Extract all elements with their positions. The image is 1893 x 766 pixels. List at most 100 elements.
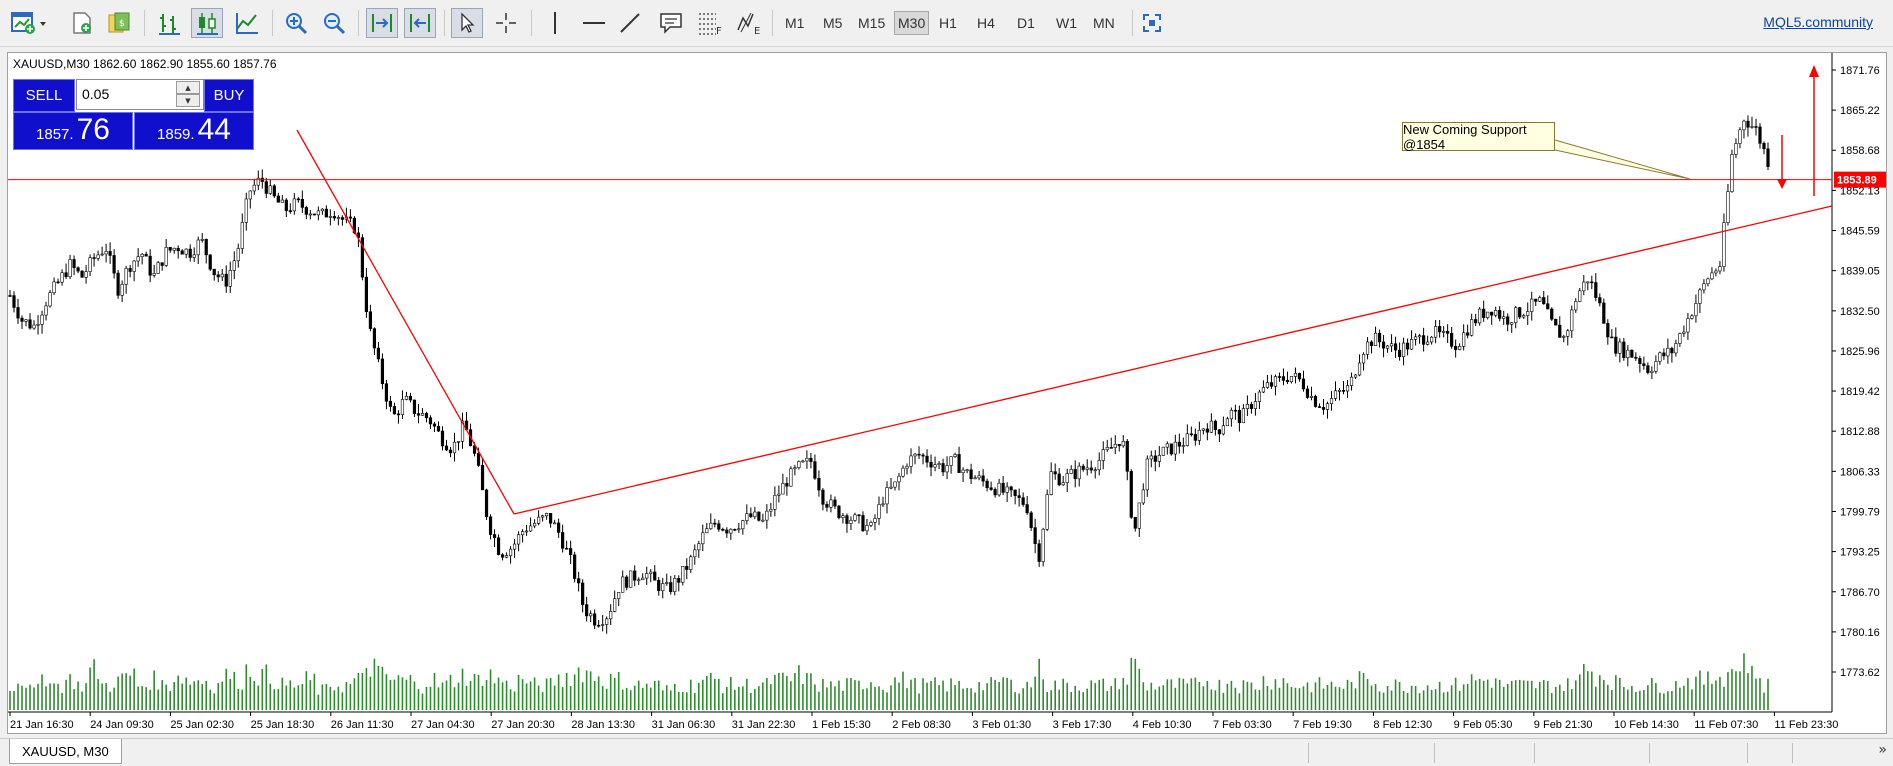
candle-body (428, 417, 433, 425)
timeframe-mn[interactable]: MN (1093, 15, 1115, 31)
cursor-icon[interactable] (451, 8, 483, 38)
text-label-icon[interactable] (655, 8, 687, 38)
x-tick-label: 28 Jan 13:30 (571, 719, 635, 731)
candlestick-icon[interactable] (191, 8, 223, 38)
y-tick-label: 1858.68 (1840, 145, 1880, 157)
candle-body (1257, 391, 1262, 402)
horizontal-line-icon[interactable] (578, 8, 610, 38)
timeframe-m1[interactable]: M1 (785, 15, 805, 31)
spin-up-icon[interactable]: ▲ (176, 81, 200, 94)
new-order-icon[interactable] (66, 8, 98, 38)
price-chart[interactable]: 1871.76 1865.22 1858.68 1852.13 1845.59 1839.… (0, 0, 1893, 738)
timeframe-m30[interactable]: M30 (894, 11, 930, 35)
uptrend-line (513, 205, 1833, 515)
candle-body (512, 543, 517, 550)
candle-body (677, 578, 681, 583)
candle-body (1197, 430, 1201, 441)
support-annotation[interactable]: New Coming Support @1854 (1402, 122, 1555, 152)
candle-body (617, 592, 621, 600)
candle-body (1438, 326, 1442, 333)
candle-body (937, 463, 941, 465)
candle-body (532, 523, 537, 527)
candle-body (621, 576, 625, 593)
vertical-line-icon[interactable] (539, 8, 571, 38)
x-tick-label: 11 Feb 23:30 (1774, 719, 1838, 731)
candle-body (48, 292, 52, 307)
candle-body (164, 247, 168, 266)
chart-shift-icon[interactable] (404, 8, 436, 38)
candle-body (180, 250, 184, 255)
candle-body (396, 413, 401, 416)
fullscreen-icon[interactable] (1136, 8, 1168, 38)
candle-body (1642, 363, 1646, 366)
zoom-in-icon[interactable] (280, 8, 312, 38)
candle-body (1077, 465, 1081, 480)
chart-window[interactable] (7, 52, 1887, 734)
candle-body (1682, 331, 1686, 334)
elliott-wave-icon[interactable]: E (733, 8, 765, 38)
candle-body (1349, 376, 1354, 386)
auto-scroll-icon[interactable] (366, 8, 398, 38)
candle-body (24, 319, 28, 322)
candle-body (52, 281, 56, 293)
candle-body (649, 571, 653, 574)
candle-body (669, 582, 673, 592)
candle-body (104, 251, 108, 255)
zoom-out-icon[interactable] (318, 8, 350, 38)
timeframe-w1[interactable]: W1 (1056, 15, 1077, 31)
candle-body (1357, 362, 1362, 376)
candle-body (1273, 376, 1278, 387)
new-chart-icon[interactable] (8, 8, 52, 38)
candle-body (1393, 343, 1398, 351)
candle-body (132, 260, 136, 272)
candle-body (308, 213, 312, 216)
candle-body (1458, 346, 1462, 350)
candle-body (244, 198, 248, 223)
candle-body (929, 461, 933, 468)
candle-body (1245, 404, 1250, 409)
candle-body (1710, 272, 1714, 280)
candle-body (1670, 347, 1674, 354)
candle-body (176, 247, 180, 252)
candle-body (853, 514, 857, 521)
candle-body (997, 482, 1001, 496)
candle-body (152, 273, 156, 276)
candle-body (593, 613, 597, 626)
spin-down-icon[interactable]: ▼ (176, 94, 200, 107)
buy-button[interactable]: BUY (204, 79, 254, 112)
candle-body (801, 460, 805, 463)
sell-button[interactable]: SELL (13, 79, 75, 112)
timeframe-m5[interactable]: M5 (823, 15, 843, 31)
x-tick-label: 24 Jan 09:30 (90, 719, 154, 731)
candle-body (1397, 349, 1402, 357)
candle-body (1189, 433, 1193, 436)
candle-body (737, 528, 741, 531)
candle-body (320, 208, 324, 212)
candle-body (1542, 297, 1546, 305)
timeframe-d1[interactable]: D1 (1017, 15, 1035, 31)
tabs-more-icon[interactable]: » (1878, 742, 1887, 758)
timeframe-h4[interactable]: H4 (977, 15, 995, 31)
candle-body (528, 525, 533, 532)
y-tick-label: 1819.42 (1840, 386, 1880, 398)
y-tick-label: 1812.88 (1840, 426, 1880, 438)
bar-chart-icon[interactable] (153, 8, 185, 38)
candle-body (861, 515, 865, 532)
sell-price[interactable]: 1857. 76 (13, 112, 133, 150)
lot-spinner[interactable]: ▲ ▼ (176, 81, 200, 108)
profiles-icon[interactable]: $ (103, 8, 135, 38)
mql5-community-link[interactable]: MQL5.community (1763, 14, 1873, 30)
candle-body (84, 271, 88, 278)
line-chart-icon[interactable] (231, 8, 263, 38)
candle-body (1097, 460, 1101, 471)
tab-xauusd-m30[interactable]: XAUUSD, M30 (9, 739, 122, 764)
candle-body (1073, 469, 1077, 480)
timeframe-h1[interactable]: H1 (939, 15, 957, 31)
buy-price[interactable]: 1859. 44 (134, 112, 254, 150)
candle-body (232, 260, 236, 271)
crosshair-icon[interactable] (490, 8, 522, 38)
fibonacci-icon[interactable]: F (694, 8, 726, 38)
timeframe-m15[interactable]: M15 (858, 15, 886, 31)
candle-body (60, 272, 64, 283)
trend-line-icon[interactable] (614, 8, 646, 38)
